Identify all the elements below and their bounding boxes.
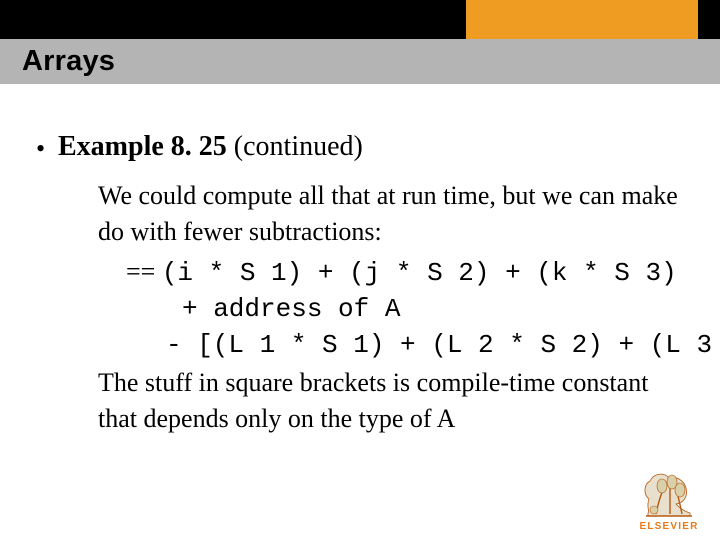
eq-line-1: == (i * S 1) + (j * S 2) + (k * S 3) [126,254,688,291]
eq-lead: == [126,257,162,286]
content-area: • Example 8. 25 (continued) We could com… [36,130,688,437]
example-label-prefix: Example 8. 25 [58,131,234,162]
title-band: Arrays [0,39,720,84]
body: We could compute all that at run time, b… [98,178,688,437]
bullet-row: • Example 8. 25 (continued) [36,130,688,164]
slide-title: Arrays [0,45,115,78]
example-heading: Example 8. 25 (continued) [58,130,363,164]
example-label-suffix: (continued) [234,131,363,162]
elsevier-tree-icon [640,470,698,518]
trailer-text: The stuff in square brackets is compile-… [98,365,688,437]
publisher-logo-label: ELSEVIER [632,521,706,532]
publisher-logo: ELSEVIER [632,470,706,532]
eq-line-2: + address of A [126,291,688,327]
eq-line-3: - [(L 1 * S 1) + (L 2 * S 2) + (L 3 * S … [126,327,688,363]
eq-line-1-mono: (i * S 1) + (j * S 2) + (k * S 3) [162,258,677,288]
slide: Arrays • Example 8. 25 (continued) We co… [0,0,720,540]
equation-block: == (i * S 1) + (j * S 2) + (k * S 3) + a… [126,254,688,363]
intro-text: We could compute all that at run time, b… [98,178,688,250]
accent-orange-block [466,0,698,39]
bullet-glyph: • [36,130,58,164]
